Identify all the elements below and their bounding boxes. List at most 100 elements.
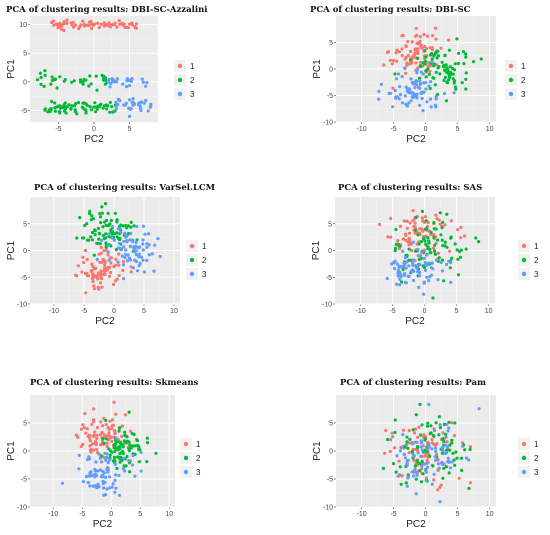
scatter-point [88,105,92,109]
scatter-point [455,248,459,252]
scatter-point [76,101,81,105]
points [74,202,162,295]
legend-marker [508,63,514,69]
scatter-point [464,52,468,56]
scatter-point [464,456,469,460]
scatter-point [424,47,429,51]
scatter-point [416,435,420,439]
scatter-point [124,464,128,468]
scatter-point [117,241,121,245]
scatter-point [419,480,424,484]
x-tick-label: 10 [486,126,494,133]
y-tick-label: -5 [21,108,27,115]
scatter-point [421,472,425,476]
scatter-point [431,34,435,38]
legend-label: 2 [190,76,195,85]
scatter-point [432,434,436,438]
x-tick-label: 5 [456,511,460,518]
scatter-point [65,104,70,109]
scatter-point [133,258,137,262]
scatter-point [398,224,403,228]
scatter-point [108,419,112,423]
scatter-point [462,62,466,66]
scatter-point [99,251,103,255]
scatter-point [407,101,411,105]
scatter-point [111,282,116,286]
scatter-point [109,270,113,275]
scatter-point [103,263,107,267]
scatter-point [103,451,107,455]
chart-title: PCA of clustering results: DBI-SC-Azzali… [6,5,208,15]
scatter-point [124,248,128,252]
scatter-point [459,236,463,240]
scatter-point [121,260,125,264]
scatter-point [141,248,145,252]
scatter-point [82,260,86,265]
scatter-point [104,458,108,462]
scatter-point [131,444,135,448]
scatter-point [404,266,408,270]
scatter-point [396,239,400,243]
scatter-point [62,28,66,32]
scatter-point [138,101,142,105]
scatter-point [158,254,162,259]
scatter-point [377,89,381,93]
scatter-point [423,462,427,466]
scatter-point [127,98,132,102]
scatter-point [404,442,409,447]
scatter-point [413,467,417,471]
legend-label: 2 [196,454,201,463]
scatter-point [398,244,402,248]
scatter-point [92,434,96,438]
scatter-point [103,271,107,275]
scatter-point [431,296,435,300]
scatter-point [397,247,401,251]
legend-label: 1 [534,440,539,449]
scatter-point [148,105,152,109]
scatter-point [425,226,429,230]
scatter-point [126,253,130,257]
scatter-point [442,68,447,72]
scatter-point [407,88,411,92]
scatter-point [438,72,442,76]
scatter-point [82,77,86,82]
scatter-point [416,448,420,453]
scatter-point [422,256,426,260]
scatter-point [95,88,99,92]
scatter-point [443,53,447,57]
scatter-point [408,58,413,62]
scatter-point [107,431,111,435]
scatter-point [467,458,471,462]
scatter-point [125,226,129,230]
x-tick-label: 5 [142,308,146,315]
scatter-point [100,473,104,477]
scatter-point [408,238,412,242]
scatter-point [81,423,85,427]
scatter-point [450,421,454,425]
scatter-point [464,77,468,81]
scatter-point [419,441,423,445]
scatter-point [432,472,436,476]
scatter-point [63,107,68,111]
scatter-point [397,265,401,269]
scatter-point [96,21,100,25]
scatter-point [85,458,90,462]
scatter-point [74,101,78,106]
scatter-point [408,441,412,445]
scatter-point [72,79,76,83]
scatter-point [434,421,438,425]
scatter-point [445,67,449,71]
scatter-point [424,87,428,91]
scatter-point [423,49,427,53]
scatter-point [145,242,149,246]
scatter-point [71,20,75,25]
scatter-point [404,71,408,75]
scatter-point [92,105,96,109]
legend-label: 2 [534,454,539,463]
scatter-point [402,219,406,223]
scatter-point [445,212,449,216]
legend-marker [183,455,189,461]
legend: 1 2 3 [180,438,201,478]
scatter-point [434,213,438,217]
scatter-point [414,83,419,87]
